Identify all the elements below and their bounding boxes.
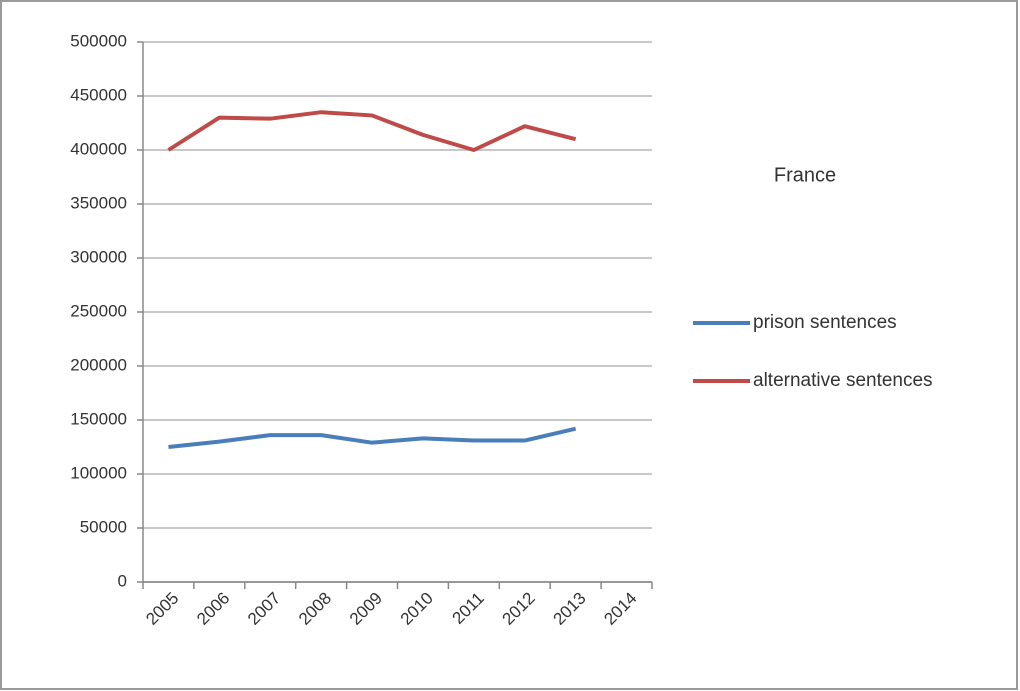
series-line — [168, 426, 577, 449]
y-tick-label: 500000 — [70, 31, 127, 50]
y-tick-label: 250000 — [70, 301, 127, 320]
legend-label: prison sentences — [753, 312, 897, 333]
y-tick-label: 400000 — [70, 139, 127, 158]
chart-title: France — [774, 164, 836, 186]
y-tick-label: 100000 — [70, 463, 127, 482]
y-tick-label: 350000 — [70, 193, 127, 212]
y-tick-label: 50000 — [80, 517, 127, 536]
y-tick-label: 150000 — [70, 409, 127, 428]
legend-label: alternative sentences — [753, 370, 933, 391]
y-tick-label: 200000 — [70, 355, 127, 374]
y-tick-label: 450000 — [70, 85, 127, 104]
series-line — [167, 110, 577, 152]
y-tick-label: 300000 — [70, 247, 127, 266]
y-tick-label: 0 — [118, 571, 127, 590]
